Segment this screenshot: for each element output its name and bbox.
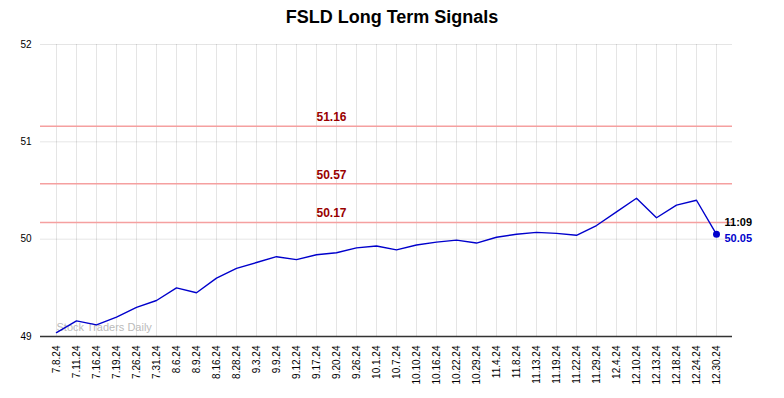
svg-text:12.4.24: 12.4.24 (611, 345, 622, 379)
svg-text:10.7.24: 10.7.24 (391, 345, 402, 379)
svg-text:12.30.24: 12.30.24 (711, 345, 722, 384)
svg-text:11.4.24: 11.4.24 (491, 345, 502, 378)
svg-text:8.16.24: 8.16.24 (211, 345, 222, 379)
svg-text:9.3.24: 9.3.24 (251, 345, 262, 373)
svg-text:9.9.24: 9.9.24 (271, 345, 282, 373)
svg-text:52: 52 (20, 39, 32, 50)
svg-text:7.31.24: 7.31.24 (151, 345, 162, 379)
svg-text:50.05: 50.05 (725, 232, 753, 244)
svg-text:12.18.24: 12.18.24 (671, 345, 682, 384)
svg-text:10.16.24: 10.16.24 (431, 345, 442, 384)
svg-text:7.8.24: 7.8.24 (51, 345, 62, 373)
svg-text:11.29.24: 11.29.24 (591, 345, 602, 384)
svg-text:11.19.24: 11.19.24 (551, 345, 562, 384)
svg-text:12.24.24: 12.24.24 (691, 345, 702, 384)
svg-text:8.9.24: 8.9.24 (191, 345, 202, 373)
svg-text:50: 50 (20, 233, 32, 244)
svg-text:10.10.24: 10.10.24 (411, 345, 422, 384)
svg-text:9.20.24: 9.20.24 (331, 345, 342, 379)
svg-text:8.6.24: 8.6.24 (171, 345, 182, 373)
svg-text:7.19.24: 7.19.24 (111, 345, 122, 379)
svg-text:11.13.24: 11.13.24 (531, 345, 542, 384)
svg-text:12.13.24: 12.13.24 (651, 345, 662, 384)
svg-text:49: 49 (20, 331, 32, 342)
svg-text:9.17.24: 9.17.24 (311, 345, 322, 379)
svg-text:50.17: 50.17 (317, 206, 347, 220)
svg-text:7.11.24: 7.11.24 (71, 345, 82, 378)
svg-text:11.22.24: 11.22.24 (571, 345, 582, 384)
svg-text:9.26.24: 9.26.24 (351, 345, 362, 379)
svg-text:12.10.24: 12.10.24 (631, 345, 642, 384)
svg-text:9.12.24: 9.12.24 (291, 345, 302, 379)
svg-text:10.1.24: 10.1.24 (371, 345, 382, 379)
svg-text:11.8.24: 11.8.24 (511, 345, 522, 378)
svg-text:10.29.24: 10.29.24 (471, 345, 482, 384)
html-text:FSLD Long Term Signals: FSLD Long Term Signals (285, 7, 499, 27)
svg-text:Stock Traders Daily: Stock Traders Daily (57, 321, 153, 333)
svg-text:11:09: 11:09 (725, 216, 753, 228)
svg-text:7.16.24: 7.16.24 (91, 345, 102, 379)
svg-text:51.16: 51.16 (317, 110, 347, 124)
svg-text:51: 51 (20, 136, 32, 147)
svg-text:8.28.24: 8.28.24 (231, 345, 242, 379)
svg-text:10.22.24: 10.22.24 (451, 345, 462, 384)
svg-text:50.57: 50.57 (317, 168, 347, 182)
svg-text:7.26.24: 7.26.24 (131, 345, 142, 379)
